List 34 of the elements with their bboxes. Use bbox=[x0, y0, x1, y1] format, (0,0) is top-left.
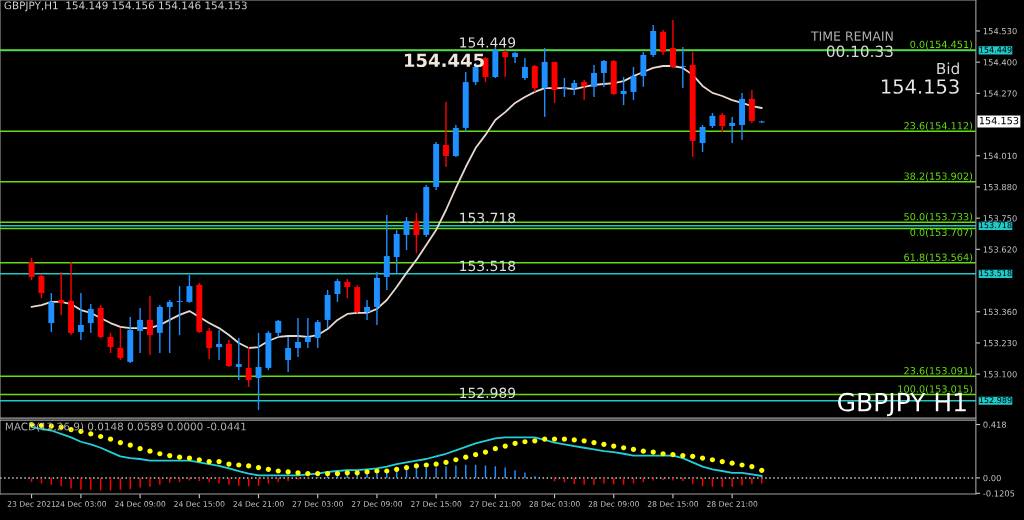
ref-line-label: 38.2(153.902) bbox=[904, 172, 973, 181]
text: 152.989 bbox=[979, 397, 1012, 404]
ref-line-label: 0.0(154.451) bbox=[910, 40, 973, 50]
text: Bid bbox=[937, 62, 959, 75]
ref-line-label: 100.0(153.015) bbox=[898, 385, 973, 394]
y-tick-label: 153.750 bbox=[983, 215, 1017, 222]
ref-line-label: 0.0(153.707) bbox=[910, 228, 973, 238]
y-tick-label: 0.00 bbox=[983, 474, 1001, 482]
text: 153.518 bbox=[979, 270, 1012, 277]
y-tick-label: 154.530 bbox=[983, 27, 1017, 35]
y-tick-label: 153.620 bbox=[983, 246, 1017, 253]
y-tick-label: 154.270 bbox=[983, 90, 1017, 97]
text: 153.718 bbox=[979, 222, 1012, 229]
text: TIME REMAIN bbox=[810, 31, 893, 41]
text: 154.153 bbox=[881, 79, 959, 94]
y-tick-label: 154.010 bbox=[983, 152, 1017, 160]
y-tick-label: 153.100 bbox=[983, 371, 1017, 378]
ref-line-label: 154.449 bbox=[460, 37, 516, 48]
ref-line-label: 23.6(154.112) bbox=[904, 121, 973, 131]
y-tick-label: -0.1205 bbox=[983, 490, 1015, 497]
y-tick-label: 153.230 bbox=[983, 339, 1017, 347]
ref-line-label: 61.8(153.564) bbox=[904, 253, 973, 263]
y-tick-label: 153.360 bbox=[983, 308, 1017, 316]
y-tick-label: 154.400 bbox=[983, 59, 1017, 66]
y-tick-label: 0.418 bbox=[983, 421, 1007, 428]
text: 154.449 bbox=[979, 46, 1012, 53]
chart-title: GBPJPY,H1 154.149 154.156 154.146 154.153 bbox=[4, 1, 247, 12]
ref-line-label: 153.518 bbox=[460, 260, 516, 272]
ref-line-label: 153.718 bbox=[460, 212, 516, 224]
annotation: 154.445 bbox=[404, 53, 484, 68]
text: 154.153 bbox=[979, 116, 1019, 125]
ref-line-label: 50.0(153.733) bbox=[904, 212, 973, 222]
ref-line-label: 23.6(153.091) bbox=[904, 366, 973, 376]
y-tick-label: 153.880 bbox=[983, 183, 1017, 191]
